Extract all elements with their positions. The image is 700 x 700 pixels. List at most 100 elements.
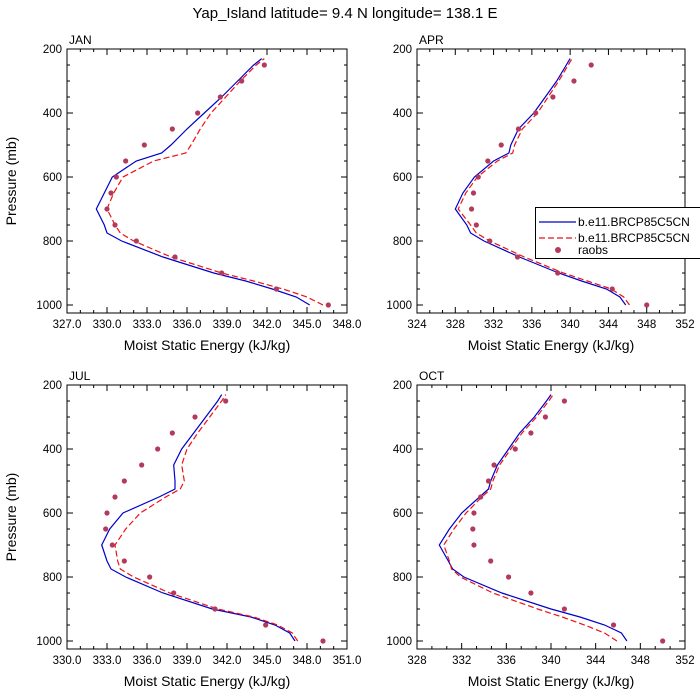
x-tick-label: 345.0 bbox=[253, 655, 282, 667]
x-tick-label: 336.0 bbox=[173, 319, 202, 331]
y-tick-label: 400 bbox=[43, 108, 62, 120]
obs-point bbox=[109, 542, 115, 548]
x-tick-label: 344 bbox=[599, 319, 619, 331]
x-tick-label: 352 bbox=[675, 319, 694, 331]
obs-point bbox=[169, 430, 175, 436]
x-tick-label: 348.0 bbox=[333, 319, 362, 331]
y-tick-label: 600 bbox=[393, 172, 412, 184]
obs-point bbox=[487, 238, 493, 244]
obs-point bbox=[514, 254, 521, 260]
series-line-model2 bbox=[457, 58, 630, 306]
figure-title: Yap_Island latitude= 9.4 N longitude= 13… bbox=[193, 5, 498, 22]
y-tick-label: 800 bbox=[393, 572, 412, 584]
obs-point bbox=[123, 158, 129, 164]
x-tick-label: 328 bbox=[407, 655, 426, 667]
obs-point bbox=[571, 78, 577, 84]
obs-point bbox=[192, 414, 198, 420]
obs-point bbox=[320, 638, 326, 644]
obs-point bbox=[147, 574, 153, 580]
obs-point bbox=[561, 606, 568, 612]
obs-point bbox=[555, 270, 561, 276]
obs-point bbox=[588, 62, 594, 68]
obs-point bbox=[169, 126, 175, 132]
x-tick-label: 351.0 bbox=[333, 655, 362, 667]
x-tick-label: 336.0 bbox=[133, 655, 162, 667]
x-tick-label: 336 bbox=[497, 655, 516, 667]
obs-point bbox=[610, 622, 617, 628]
panel-oct: 328 332 336 340 344 348 352 200 400 600 800 1000 OCT… bbox=[386, 369, 694, 689]
panel-label: OCT bbox=[419, 369, 445, 383]
legend: b.e11.BRCP85C5CN b.e11.BRCP85C5CN raobs bbox=[535, 207, 700, 259]
x-tick-label: 342.0 bbox=[213, 655, 242, 667]
y-tick-label: 600 bbox=[43, 508, 62, 520]
legend-swatch-dashed bbox=[539, 237, 576, 239]
plot-frame bbox=[66, 48, 348, 314]
obs-point bbox=[104, 510, 110, 516]
obs-point bbox=[478, 494, 484, 500]
x-tick-label: 352 bbox=[675, 655, 694, 667]
y-tick-label: 200 bbox=[43, 380, 62, 392]
x-tick-label: 348.0 bbox=[293, 655, 322, 667]
obs-point bbox=[133, 238, 139, 244]
obs-point bbox=[121, 478, 127, 484]
obs-point bbox=[171, 590, 177, 596]
x-tick-label: 330.0 bbox=[93, 319, 122, 331]
y-axis-label: Pressure (mb) bbox=[3, 137, 19, 226]
obs-point bbox=[212, 606, 218, 612]
obs-point bbox=[155, 446, 161, 452]
series-line-model1 bbox=[101, 394, 296, 642]
obs-point bbox=[195, 110, 201, 116]
legend-label-raobs: raobs bbox=[578, 243, 609, 257]
y-axis-label: Pressure (mb) bbox=[3, 473, 19, 562]
panel-jan: 327.0 330.0 333.0 336.0 339.0 342.0 345.0 348.0… bbox=[3, 33, 361, 353]
obs-point bbox=[273, 286, 279, 292]
obs-point bbox=[325, 302, 331, 308]
obs-point bbox=[473, 222, 479, 228]
legend-swatch-dot bbox=[555, 247, 561, 253]
plot-frame bbox=[66, 384, 348, 650]
obs-point bbox=[104, 206, 110, 212]
legend-swatch-solid bbox=[539, 221, 576, 223]
y-tick-label: 600 bbox=[43, 172, 62, 184]
obs-point bbox=[113, 174, 119, 180]
y-tick-label: 400 bbox=[393, 108, 412, 120]
x-tick-label: 342.0 bbox=[253, 319, 282, 331]
obs-point bbox=[488, 558, 494, 564]
x-tick-label: 340 bbox=[541, 655, 560, 667]
obs-point bbox=[505, 574, 512, 580]
panel-label: JAN bbox=[69, 33, 92, 47]
y-tick-label: 800 bbox=[43, 236, 62, 248]
obs-point bbox=[108, 190, 114, 196]
panel-apr: 324 328 332 336 340 344 348 352 200 400 600 800 1000… bbox=[386, 33, 694, 353]
x-tick-label: 324 bbox=[407, 319, 427, 331]
obs-point bbox=[491, 462, 497, 468]
x-tick-label: 333.0 bbox=[133, 319, 162, 331]
obs-point bbox=[542, 414, 549, 420]
obs-point bbox=[468, 206, 475, 212]
obs-point bbox=[263, 622, 269, 628]
obs-point bbox=[239, 78, 245, 84]
obs-point bbox=[217, 94, 223, 100]
obs-point bbox=[261, 62, 267, 68]
x-tick-label: 348 bbox=[637, 319, 656, 331]
x-tick-label: 332 bbox=[452, 655, 471, 667]
obs-point bbox=[470, 526, 476, 532]
obs-point bbox=[172, 254, 178, 260]
plot-frame bbox=[416, 48, 686, 314]
obs-point bbox=[223, 398, 229, 404]
x-tick-label: 333.0 bbox=[93, 655, 122, 667]
x-tick-label: 348 bbox=[631, 655, 650, 667]
panel-jul: 330.0 333.0 336.0 339.0 342.0 345.0 348.0 351.0… bbox=[3, 369, 361, 689]
x-axis-label: Moist Static Energy (kJ/kg) bbox=[124, 673, 291, 689]
x-tick-label: 340 bbox=[561, 319, 580, 331]
obs-point bbox=[471, 510, 477, 516]
y-tick-label: 800 bbox=[43, 572, 62, 584]
obs-point bbox=[112, 494, 118, 500]
legend-label-model1: b.e11.BRCP85C5CN bbox=[578, 215, 690, 229]
y-tick-label: 400 bbox=[43, 444, 62, 456]
series-line-model2 bbox=[443, 394, 618, 642]
x-tick-label: 332 bbox=[484, 319, 503, 331]
obs-point bbox=[475, 174, 481, 180]
obs-point bbox=[528, 590, 534, 596]
